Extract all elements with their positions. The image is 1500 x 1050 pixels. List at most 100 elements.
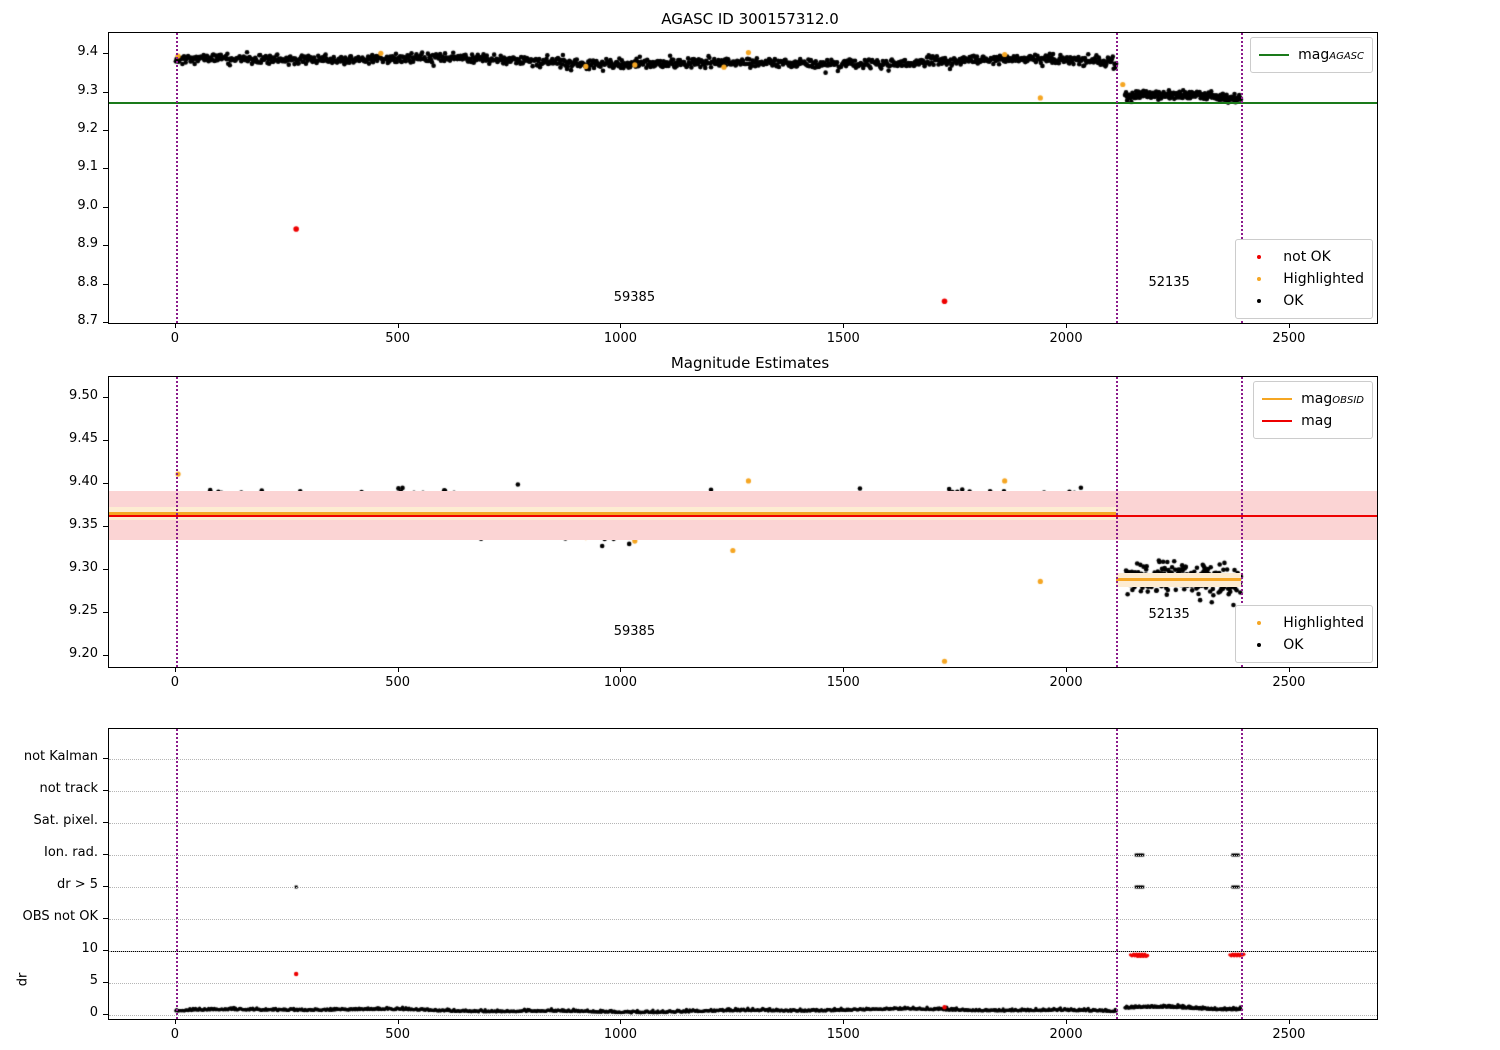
obsid-label-59385: 59385 xyxy=(613,624,656,639)
y-tick-label: 9.30 xyxy=(69,560,98,576)
x-tick-label: 0 xyxy=(170,1027,179,1042)
dr-tick-label: 5 xyxy=(89,973,98,988)
marker-legend[interactable]: Highlighted OK xyxy=(1235,605,1373,663)
x-tick-label: 1500 xyxy=(826,1027,860,1042)
flag-label-not-track: not track xyxy=(39,781,98,796)
obsid-label-59385: 59385 xyxy=(613,290,656,305)
x-tick-label: 2500 xyxy=(1272,675,1306,690)
y-tickmark xyxy=(103,790,108,791)
dr-gridline xyxy=(109,951,1377,952)
mag-line xyxy=(109,515,1377,518)
x-tickmark xyxy=(1288,1020,1290,1024)
dr-tick-label: 10 xyxy=(81,941,98,956)
legend-dot-swatch xyxy=(1244,643,1274,647)
y-tickmark xyxy=(103,91,108,93)
legend-label: Highlighted xyxy=(1283,615,1364,631)
x-tickmark xyxy=(1066,1020,1068,1024)
x-tick-label: 500 xyxy=(385,1027,411,1042)
y-tick-label: 9.50 xyxy=(69,388,98,404)
y-tickmark xyxy=(103,1014,108,1015)
y-tickmark xyxy=(103,397,108,399)
x-tickmark xyxy=(620,668,622,672)
legend-dot-swatch xyxy=(1244,621,1274,625)
y-tick-label: 9.0 xyxy=(77,197,98,213)
x-tick-label: 2000 xyxy=(1049,675,1083,690)
legend-entry[interactable]: not OK xyxy=(1244,246,1364,268)
legend-entry[interactable]: OK xyxy=(1244,634,1364,656)
dr-gridline xyxy=(109,983,1377,984)
obsid-divider xyxy=(1116,729,1119,1019)
obsid-divider xyxy=(1240,729,1243,1019)
flag-label-dr-5: dr > 5 xyxy=(56,877,98,892)
y-tickmark xyxy=(103,526,108,528)
y-tick-label: 9.3 xyxy=(77,82,98,98)
flag-gridline xyxy=(109,919,1377,920)
y-tickmark xyxy=(103,950,108,951)
scatter-canvas xyxy=(109,33,1377,323)
x-tickmark xyxy=(174,324,176,328)
y-tick-label: 9.20 xyxy=(69,646,98,662)
magnitude-estimates-axes: 59385 52135 magOBSID mag Highlighted OK xyxy=(108,376,1378,668)
x-tick-label: 2000 xyxy=(1049,331,1083,346)
magnitude-estimates-title: Magnitude Estimates xyxy=(670,354,830,372)
legend-dot-swatch xyxy=(1244,255,1274,259)
x-tickmark xyxy=(174,668,176,672)
legend-entry[interactable]: OK xyxy=(1244,290,1364,312)
y-tick-label: 9.4 xyxy=(77,44,98,60)
legend-label: Highlighted xyxy=(1283,271,1364,287)
legend-label-subscript: OBSID xyxy=(1332,395,1364,406)
x-tick-label: 0 xyxy=(170,331,179,346)
legend-line-swatch xyxy=(1262,398,1293,400)
legend-line-swatch xyxy=(1262,420,1293,422)
legend-label: magAGASC xyxy=(1298,47,1364,63)
x-tick-label: 2500 xyxy=(1272,331,1306,346)
y-tick-label: 9.45 xyxy=(69,431,98,447)
y-tickmark xyxy=(103,483,108,485)
obsid-divider xyxy=(1240,377,1243,667)
x-tick-label: 1000 xyxy=(603,1027,637,1042)
x-tick-label: 2500 xyxy=(1272,1027,1306,1042)
x-tickmark xyxy=(1066,324,1068,328)
y-tickmark xyxy=(103,322,108,324)
x-tickmark xyxy=(843,324,845,328)
legend-entry[interactable]: magAGASC xyxy=(1259,44,1364,66)
flags-canvas xyxy=(109,729,1377,1019)
y-tickmark xyxy=(103,53,108,55)
flag-gridline xyxy=(109,791,1377,792)
x-tick-label: 0 xyxy=(170,675,179,690)
x-tickmark xyxy=(843,1020,845,1024)
legend-entry[interactable]: magOBSID xyxy=(1262,388,1364,410)
flag-gridline xyxy=(109,887,1377,888)
legend-entry[interactable]: Highlighted xyxy=(1244,268,1364,290)
marker-legend[interactable]: not OK Highlighted OK xyxy=(1235,239,1373,319)
y-tick-label: 9.1 xyxy=(77,159,98,175)
flag-label-not-kalman: not Kalman xyxy=(23,749,98,764)
legend-label-subscript: AGASC xyxy=(1329,51,1364,62)
x-tick-label: 1000 xyxy=(603,331,637,346)
mag-obsid-line-2 xyxy=(1116,578,1241,582)
obsid-divider xyxy=(1116,33,1119,323)
legend-dot-swatch xyxy=(1244,299,1274,303)
line-legend[interactable]: magAGASC xyxy=(1250,37,1373,73)
flag-gridline xyxy=(109,823,1377,824)
y-tick-label: 8.9 xyxy=(77,236,98,252)
x-tickmark xyxy=(1288,668,1290,672)
y-tick-label: 9.40 xyxy=(69,474,98,490)
x-tickmark xyxy=(620,324,622,328)
y-tickmark xyxy=(103,168,108,170)
x-tickmark xyxy=(1066,668,1068,672)
y-tick-label: 8.7 xyxy=(77,313,98,329)
y-tick-label: 8.8 xyxy=(77,274,98,290)
x-tickmark xyxy=(620,1020,622,1024)
x-tick-label: 500 xyxy=(385,331,411,346)
legend-entry[interactable]: mag xyxy=(1262,410,1364,432)
legend-entry[interactable]: Highlighted xyxy=(1244,612,1364,634)
x-tick-label: 2000 xyxy=(1049,1027,1083,1042)
x-tickmark xyxy=(174,1020,176,1024)
line-legend[interactable]: magOBSID mag xyxy=(1253,381,1373,439)
y-tick-label: 9.35 xyxy=(69,517,98,533)
x-tick-label: 1500 xyxy=(826,331,860,346)
